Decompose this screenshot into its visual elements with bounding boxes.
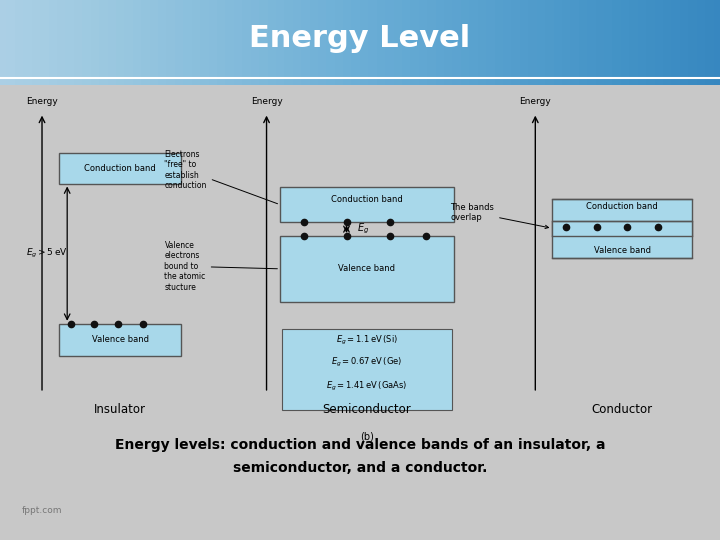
Text: Energy levels: conduction and valence bands of an insulator, a: Energy levels: conduction and valence ba… xyxy=(114,437,606,451)
Bar xyxy=(59,323,181,356)
Bar xyxy=(282,329,451,410)
Bar xyxy=(280,187,454,222)
Text: (b): (b) xyxy=(359,431,374,442)
Text: Semiconductor: Semiconductor xyxy=(323,403,411,416)
Text: $E_g > 5\,\mathrm{eV}$: $E_g > 5\,\mathrm{eV}$ xyxy=(27,247,68,260)
Text: Energy: Energy xyxy=(519,97,552,106)
Bar xyxy=(552,221,692,258)
Bar xyxy=(552,199,692,236)
Text: $E_g = 0.67\,\mathrm{eV\,(Ge)}$: $E_g = 0.67\,\mathrm{eV\,(Ge)}$ xyxy=(331,356,402,369)
Text: $E_g = 1.1\,\mathrm{eV\,(Si)}$: $E_g = 1.1\,\mathrm{eV\,(Si)}$ xyxy=(336,334,397,347)
Text: fppt.com: fppt.com xyxy=(22,506,62,515)
Text: Conductor: Conductor xyxy=(592,403,652,416)
Text: Valence band: Valence band xyxy=(338,264,395,273)
Text: Energy: Energy xyxy=(26,97,58,106)
Bar xyxy=(59,153,181,184)
Bar xyxy=(280,236,454,302)
Text: Energy Level: Energy Level xyxy=(249,24,471,53)
Text: Valence band: Valence band xyxy=(91,335,149,344)
Text: semiconductor, and a conductor.: semiconductor, and a conductor. xyxy=(233,461,487,475)
Text: Energy: Energy xyxy=(251,97,282,106)
Text: Conduction band: Conduction band xyxy=(331,195,402,204)
Text: Insulator: Insulator xyxy=(94,403,146,416)
Text: Valence
electrons
bound to
the atomic
stucture: Valence electrons bound to the atomic st… xyxy=(164,241,277,292)
Text: $E_g = 1.41\,\mathrm{eV\,(GaAs)}$: $E_g = 1.41\,\mathrm{eV\,(GaAs)}$ xyxy=(326,380,408,393)
Text: Valence band: Valence band xyxy=(593,246,651,255)
Text: Conduction band: Conduction band xyxy=(84,164,156,173)
Text: The bands
overlap: The bands overlap xyxy=(450,202,549,228)
Text: Electrons
"free" to
establish
conduction: Electrons "free" to establish conduction xyxy=(164,150,277,204)
Text: $E_g$: $E_g$ xyxy=(356,222,369,237)
Text: Conduction band: Conduction band xyxy=(586,202,658,211)
